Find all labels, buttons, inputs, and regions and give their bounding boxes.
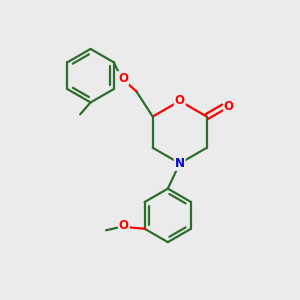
Text: N: N <box>175 157 185 170</box>
Text: O: O <box>224 100 234 113</box>
Text: O: O <box>175 94 185 107</box>
Text: O: O <box>119 219 129 232</box>
Text: O: O <box>118 72 128 85</box>
